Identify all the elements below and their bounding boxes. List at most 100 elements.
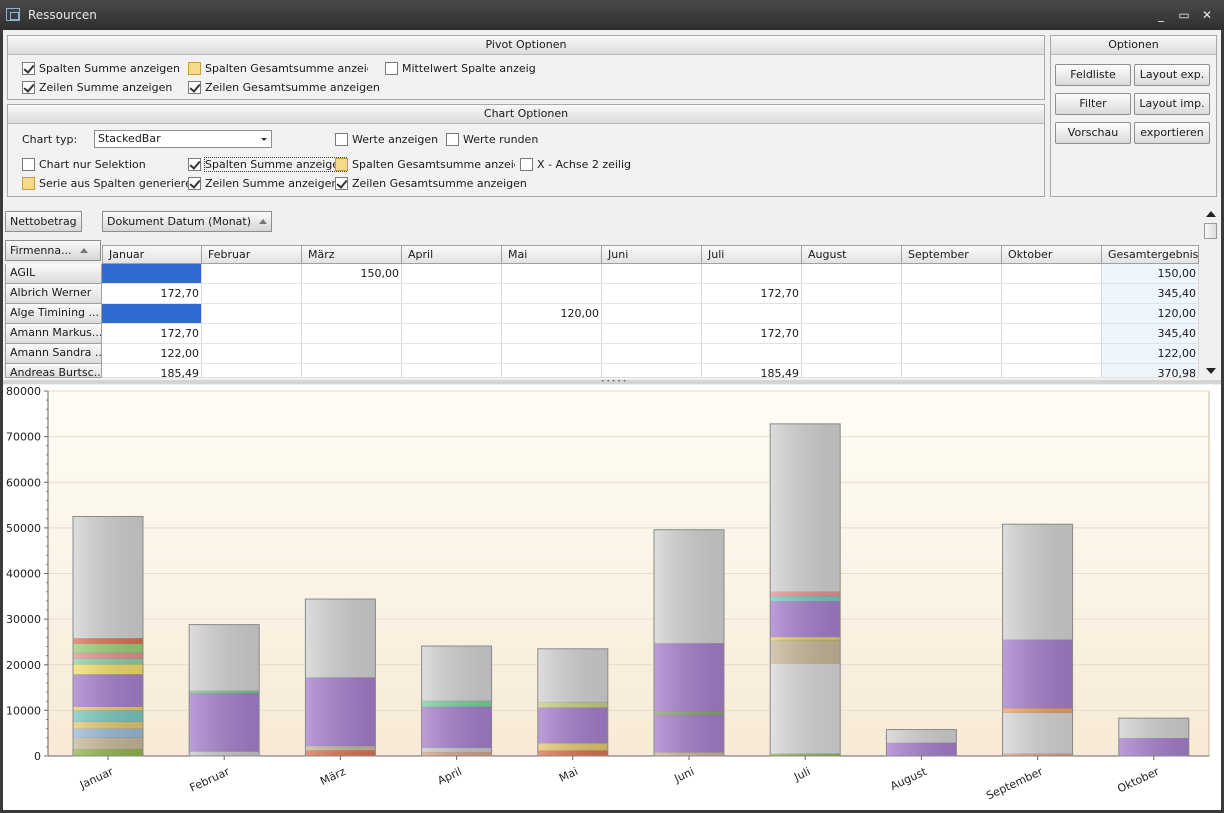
column-header[interactable]: März [302,245,402,264]
chart-nur-selektion-checkbox[interactable]: Chart nur Selektion [22,156,146,172]
pivot-spalten-summe-checkbox[interactable]: Spalten Summe anzeigen [22,60,180,76]
table-cell[interactable] [902,284,1002,304]
table-cell[interactable] [902,264,1002,284]
table-cell[interactable] [802,284,902,304]
table-cell[interactable] [302,324,402,344]
table-cell[interactable] [802,264,902,284]
row-header[interactable]: AGIL [5,264,102,284]
table-cell[interactable]: 172,70 [702,324,802,344]
table-cell[interactable]: 150,00 [302,264,402,284]
table-cell[interactable]: 172,70 [102,324,202,344]
splitter[interactable]: • • • • • [3,379,1221,385]
grid-vertical-scrollbar[interactable] [1203,205,1219,380]
pivot-spalten-gesamtsumme-checkbox[interactable]: Spalten Gesamtsumme anzeigen [188,60,368,76]
table-cell[interactable] [602,304,702,324]
layout-import-button[interactable]: Layout imp. [1134,93,1210,115]
row-field-button[interactable]: Firmenna... [5,240,101,261]
pivot-zeilen-gesamtsumme-checkbox[interactable]: Zeilen Gesamtsumme anzeigen [188,79,380,95]
layout-export-button[interactable]: Layout exp. [1134,64,1210,86]
table-cell[interactable] [602,344,702,364]
pivot-zeilen-summe-checkbox[interactable]: Zeilen Summe anzeigen [22,79,172,95]
table-cell[interactable] [402,284,502,304]
vorschau-button[interactable]: Vorschau [1055,122,1131,144]
chart-type-select[interactable]: StackedBar [94,130,272,148]
table-cell[interactable] [802,364,902,378]
table-cell[interactable] [702,264,802,284]
chart-zeilen-gesamtsumme-checkbox[interactable]: Zeilen Gesamtsumme anzeigen [335,175,527,191]
scroll-up-icon[interactable] [1206,211,1216,217]
table-cell[interactable] [302,284,402,304]
exportieren-button[interactable]: exportieren [1134,122,1210,144]
table-cell[interactable] [302,304,402,324]
table-cell[interactable] [902,364,1002,378]
feldliste-button[interactable]: Feldliste [1055,64,1131,86]
table-cell[interactable] [302,364,402,378]
row-header[interactable]: Alge Timining ... [5,304,102,324]
table-cell[interactable]: 370,98 [1102,364,1199,380]
table-cell[interactable] [802,324,902,344]
table-cell[interactable] [802,344,902,364]
table-cell[interactable] [1002,364,1102,378]
table-cell[interactable]: 150,00 [1102,264,1199,284]
table-cell[interactable]: 185,49 [102,364,202,380]
table-cell[interactable] [402,344,502,364]
minimize-icon[interactable]: _ [1158,8,1164,22]
table-cell[interactable] [1002,344,1102,364]
table-cell[interactable] [1002,324,1102,344]
table-cell[interactable] [1002,304,1102,324]
table-cell[interactable] [902,344,1002,364]
table-cell[interactable]: 185,49 [702,364,802,380]
table-cell[interactable]: 122,00 [1102,344,1199,364]
maximize-icon[interactable]: ▭ [1178,8,1190,22]
table-cell[interactable] [602,364,702,378]
table-cell[interactable] [902,324,1002,344]
table-cell[interactable] [202,364,302,378]
column-header[interactable]: Mai [502,245,602,264]
row-header[interactable]: Albrich Werner [5,284,102,304]
scroll-down-icon[interactable] [1206,368,1216,374]
table-cell[interactable] [602,264,702,284]
serie-aus-spalten-checkbox[interactable]: Serie aus Spalten generieren [22,175,199,191]
table-cell[interactable] [902,304,1002,324]
column-header[interactable]: September [902,245,1002,264]
table-cell[interactable] [1002,284,1102,304]
table-cell[interactable] [202,284,302,304]
row-header[interactable]: Amann Markus... [5,324,102,344]
table-cell[interactable] [502,324,602,344]
table-cell[interactable] [402,364,502,378]
table-cell[interactable] [502,264,602,284]
table-cell[interactable]: 345,40 [1102,324,1199,344]
werte-anzeigen-checkbox[interactable]: Werte anzeigen [335,131,438,147]
column-header[interactable]: Juni [602,245,702,264]
table-cell[interactable] [402,304,502,324]
table-cell[interactable] [202,344,302,364]
table-cell[interactable] [802,304,902,324]
table-cell[interactable] [202,304,302,324]
pivot-mittelwert-spalte-checkbox[interactable]: Mittelwert Spalte anzeigen [385,60,536,76]
scroll-thumb[interactable] [1204,223,1217,239]
table-cell[interactable] [402,324,502,344]
close-icon[interactable]: ✕ [1201,8,1213,22]
column-header[interactable]: Oktober [1002,245,1102,264]
table-cell[interactable] [602,324,702,344]
table-cell[interactable]: 120,00 [1102,304,1199,324]
table-cell[interactable]: 172,70 [102,284,202,304]
table-cell[interactable] [102,264,202,284]
chart-zeilen-summe-checkbox[interactable]: Zeilen Summe anzeigen [188,175,338,191]
row-header[interactable]: Amann Sandra ... [5,344,102,364]
column-header[interactable]: Januar [102,245,202,264]
column-header[interactable]: April [402,245,502,264]
table-cell[interactable] [702,304,802,324]
table-cell[interactable]: 172,70 [702,284,802,304]
filter-button[interactable]: Filter [1055,93,1131,115]
chart-spalten-gesamtsumme-checkbox[interactable]: Spalten Gesamtsumme anzeigen [335,156,515,172]
table-cell[interactable] [402,264,502,284]
table-cell[interactable] [502,364,602,378]
data-field-button[interactable]: Nettobetrag [5,211,82,232]
table-cell[interactable] [502,344,602,364]
table-cell[interactable] [502,284,602,304]
table-cell[interactable]: 122,00 [102,344,202,364]
table-cell[interactable] [202,324,302,344]
werte-runden-checkbox[interactable]: Werte runden [446,131,538,147]
x-achse-2-zeilig-checkbox[interactable]: X - Achse 2 zeilig [520,156,631,172]
